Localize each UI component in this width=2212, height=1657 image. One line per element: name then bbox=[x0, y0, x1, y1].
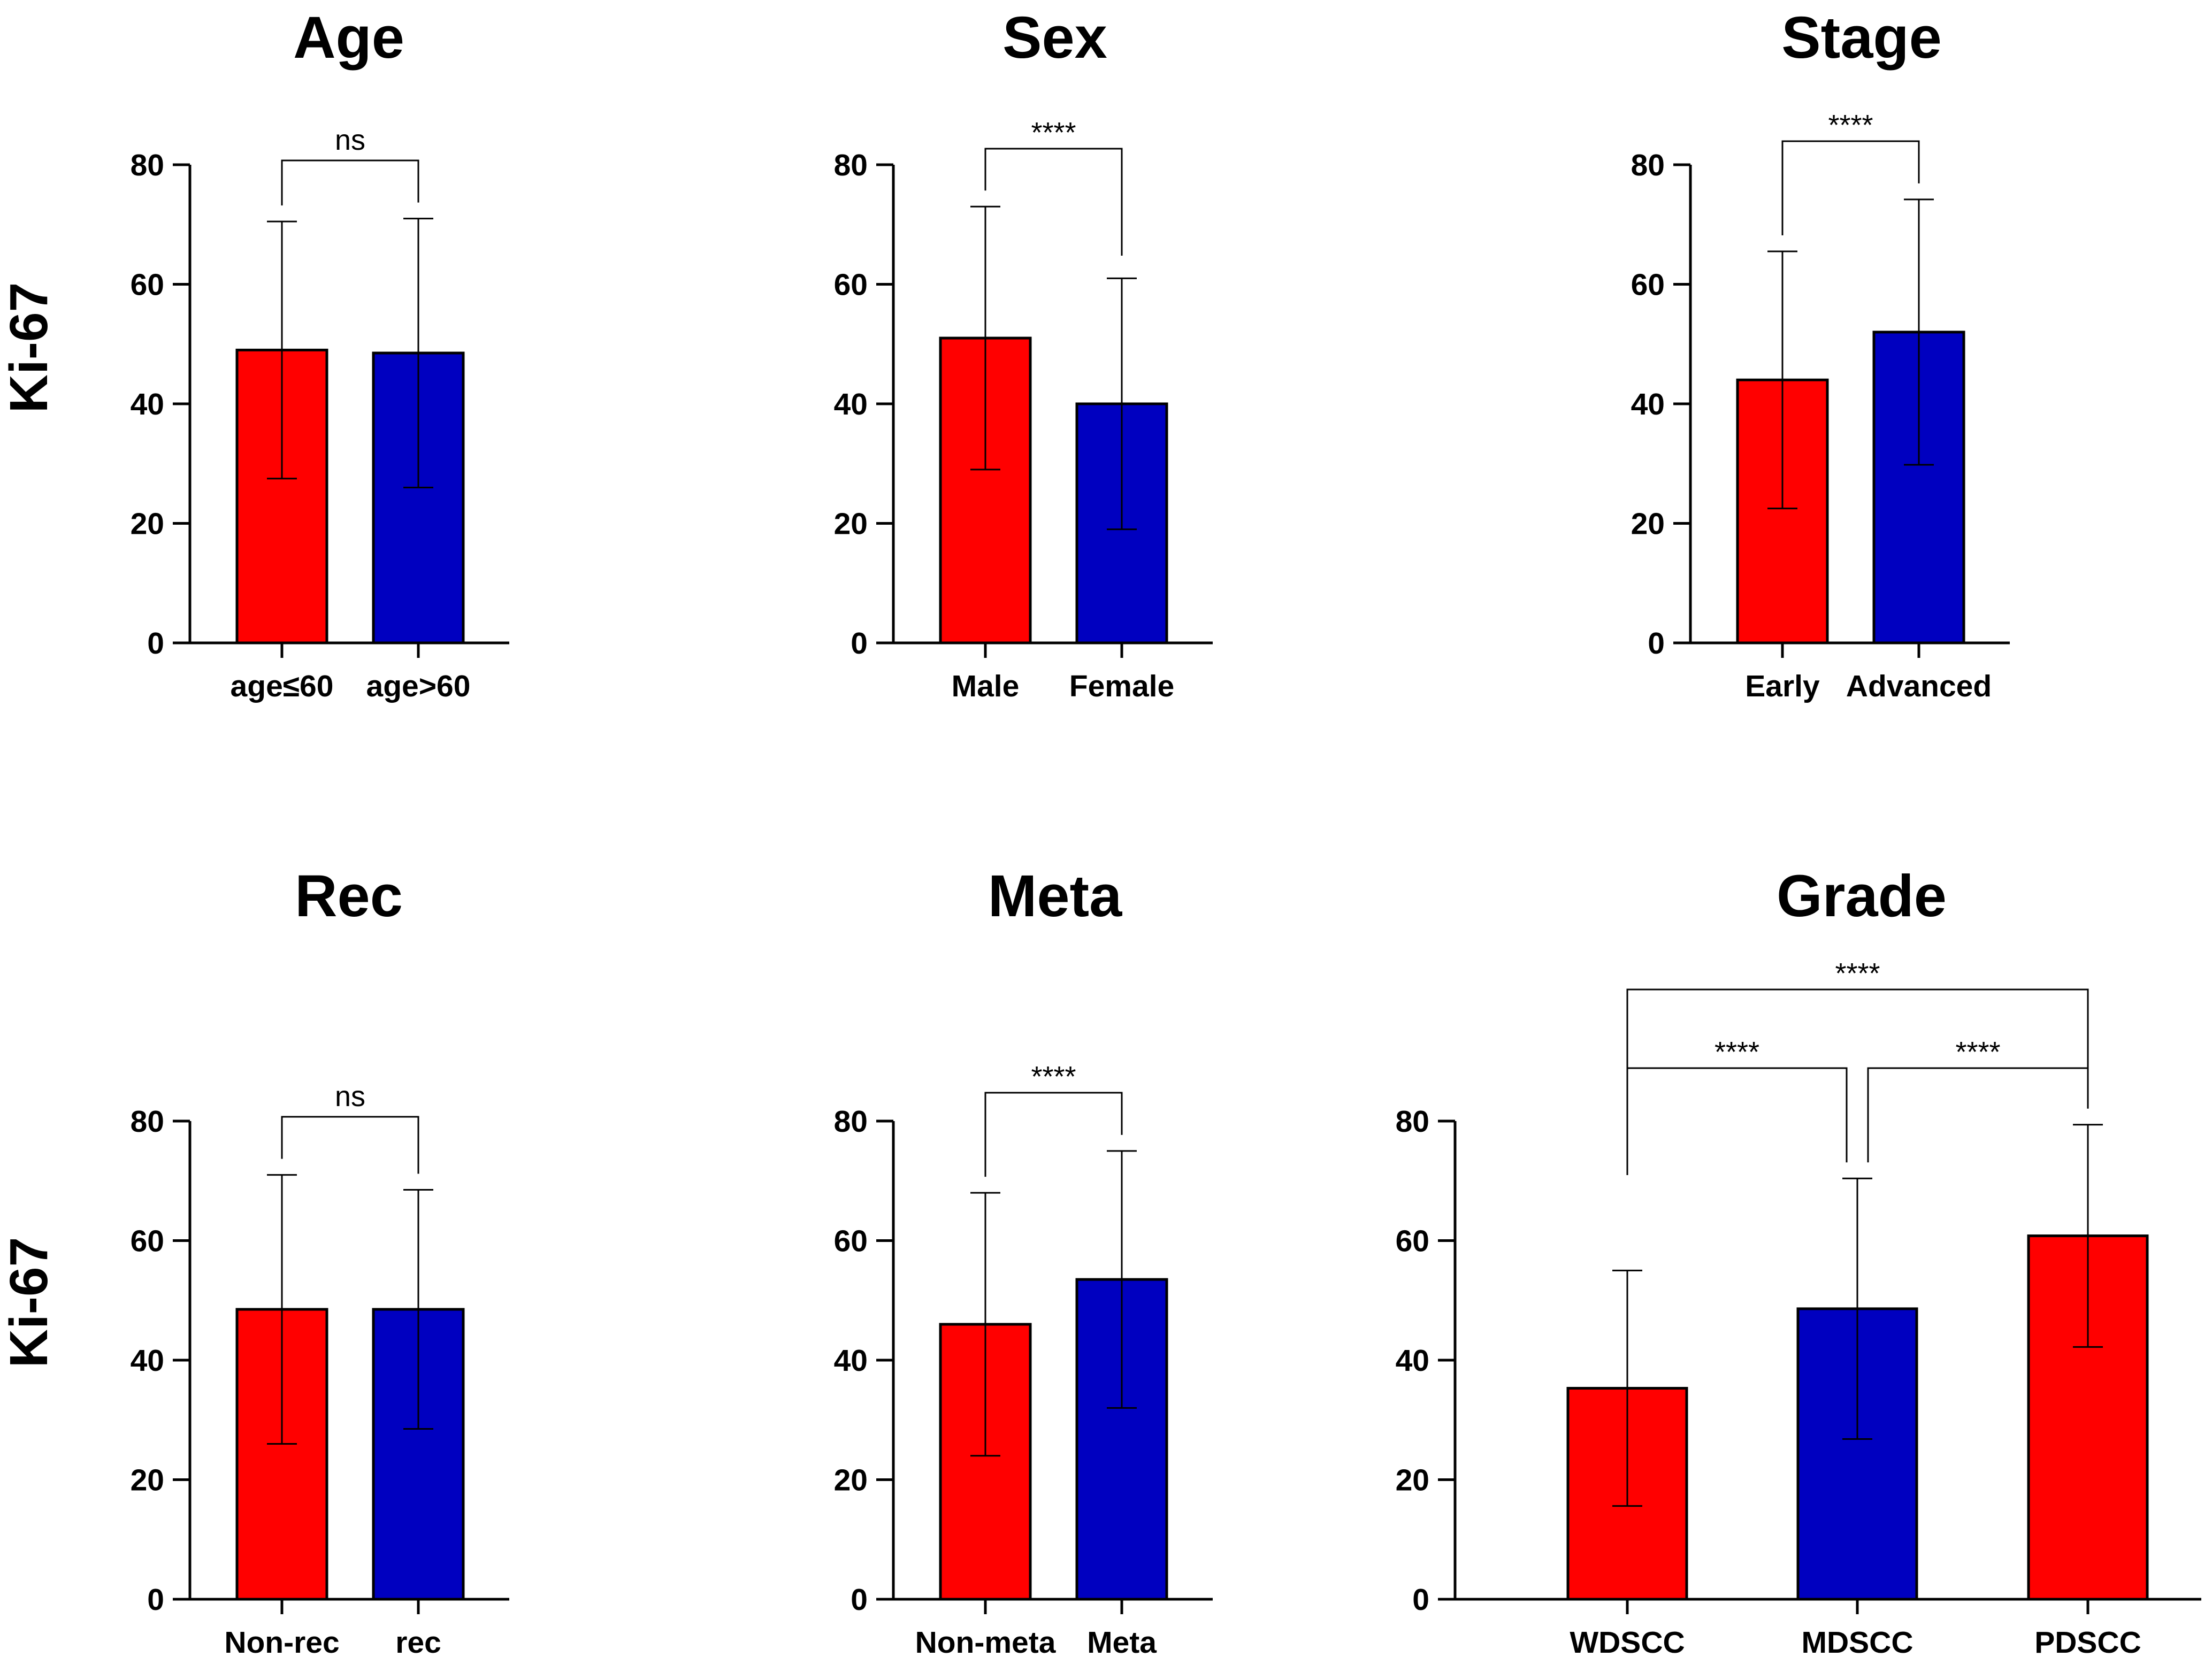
panel-stage: Stage 0 20 40 60 80 Early Advanced **** bbox=[1631, 5, 2010, 703]
y-tick-label: 40 bbox=[1396, 1344, 1429, 1378]
y-tick-label: 80 bbox=[1396, 1104, 1429, 1139]
y-tick-label: 40 bbox=[834, 1344, 868, 1378]
significance-bracket bbox=[281, 1116, 419, 1174]
significance-label: ns bbox=[335, 1080, 365, 1113]
y-tick-label: 0 bbox=[147, 626, 164, 661]
chart-panels: Age 0 20 40 60 80 age≤60 age>60 ns Sex 0 20 40 60 80 Ma… bbox=[131, 5, 2201, 1657]
y-tick-label: 0 bbox=[1412, 1583, 1429, 1617]
y-tick-label: 40 bbox=[131, 387, 164, 421]
y-tick-label: 80 bbox=[834, 148, 868, 182]
significance-label: **** bbox=[1828, 109, 1873, 141]
y-tick-label: 80 bbox=[834, 1104, 868, 1139]
significance-bracket bbox=[1626, 988, 2089, 1070]
significance-bracket bbox=[1626, 1067, 1848, 1175]
panel-sex: Sex 0 20 40 60 80 Male Female **** bbox=[834, 5, 1213, 703]
ylabel-bottom-row: Ki-67 bbox=[0, 1237, 59, 1368]
chart-title: Grade bbox=[1777, 863, 1947, 929]
y-tick-label: 0 bbox=[851, 1583, 868, 1617]
significance-bracket bbox=[984, 1092, 1123, 1177]
x-category-label: Male bbox=[952, 669, 1020, 703]
chart-title: Stage bbox=[1781, 5, 1942, 71]
y-tick-label: 20 bbox=[131, 1463, 164, 1498]
y-tick-label: 80 bbox=[131, 148, 164, 182]
significance-bracket bbox=[1781, 140, 1920, 236]
y-tick-label: 0 bbox=[851, 626, 868, 661]
significance-bracket bbox=[1867, 1067, 2089, 1163]
significance-label: **** bbox=[1031, 1061, 1076, 1093]
significance-label: **** bbox=[1835, 957, 1880, 989]
x-category-label: Female bbox=[1069, 669, 1174, 703]
significance-label: **** bbox=[1715, 1036, 1759, 1068]
panel-meta: Meta 0 20 40 60 80 Non-meta Meta **** bbox=[834, 863, 1213, 1657]
x-category-label: rec bbox=[395, 1625, 441, 1657]
y-tick-label: 80 bbox=[131, 1104, 164, 1139]
x-category-label: MDSCC bbox=[1802, 1625, 1914, 1657]
y-tick-label: 20 bbox=[1396, 1463, 1429, 1498]
y-tick-label: 60 bbox=[131, 1224, 164, 1259]
y-tick-label: 0 bbox=[1648, 626, 1665, 661]
y-tick-label: 60 bbox=[1396, 1224, 1429, 1259]
chart-title: Sex bbox=[1002, 5, 1107, 71]
significance-bracket bbox=[984, 148, 1123, 256]
bar-Meta bbox=[1075, 1278, 1168, 1601]
y-tick-label: 40 bbox=[834, 387, 868, 421]
y-tick-label: 0 bbox=[147, 1583, 164, 1617]
significance-label: **** bbox=[1031, 117, 1076, 149]
x-category-label: WDSCC bbox=[1570, 1625, 1685, 1657]
significance-label: ns bbox=[335, 124, 365, 156]
panel-rec: Rec 0 20 40 60 80 Non-rec rec ns bbox=[131, 863, 509, 1657]
x-category-label: Early bbox=[1745, 669, 1820, 703]
x-category-label: Non-meta bbox=[915, 1625, 1057, 1657]
y-tick-label: 60 bbox=[834, 268, 868, 302]
chart-title: Meta bbox=[988, 863, 1122, 929]
x-category-label: PDSCC bbox=[2034, 1625, 2141, 1657]
y-tick-label: 80 bbox=[1631, 148, 1665, 182]
x-category-label: age≤60 bbox=[231, 669, 334, 703]
panel-grade: Grade 0 20 40 60 80 WDSCC MDSCC PDSCC **** **** ***… bbox=[1396, 863, 2201, 1657]
x-category-label: Non-rec bbox=[224, 1625, 339, 1657]
y-tick-label: 60 bbox=[1631, 268, 1665, 302]
x-category-label: Meta bbox=[1087, 1625, 1157, 1657]
y-tick-label: 20 bbox=[834, 507, 868, 541]
x-category-label: Advanced bbox=[1846, 669, 1992, 703]
ylabel-top-row: Ki-67 bbox=[0, 282, 59, 413]
y-tick-label: 60 bbox=[834, 1224, 868, 1259]
x-category-label: age>60 bbox=[366, 669, 471, 703]
y-tick-label: 20 bbox=[131, 507, 164, 541]
chart-title: Age bbox=[293, 5, 404, 71]
y-tick-label: 40 bbox=[131, 1344, 164, 1378]
y-tick-label: 20 bbox=[1631, 507, 1665, 541]
y-tick-label: 60 bbox=[131, 268, 164, 302]
panel-age: Age 0 20 40 60 80 age≤60 age>60 ns bbox=[131, 5, 509, 703]
significance-label: **** bbox=[1955, 1036, 2000, 1068]
chart-title: Rec bbox=[295, 863, 403, 929]
y-tick-label: 20 bbox=[834, 1463, 868, 1498]
y-tick-label: 40 bbox=[1631, 387, 1665, 421]
significance-bracket bbox=[281, 159, 419, 206]
